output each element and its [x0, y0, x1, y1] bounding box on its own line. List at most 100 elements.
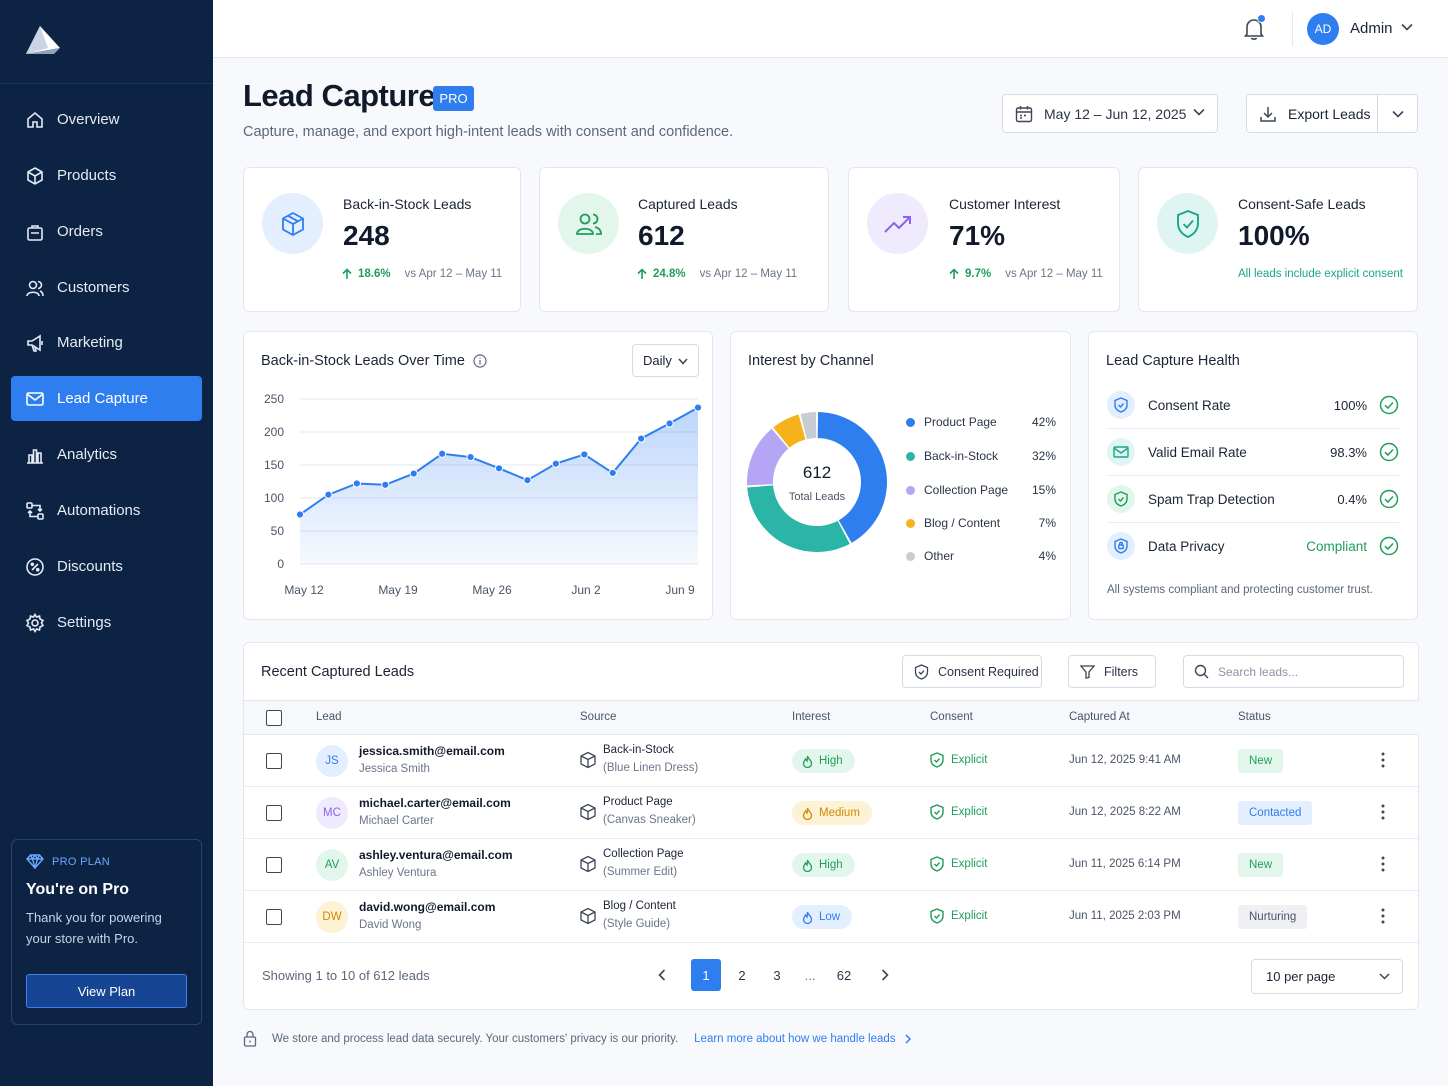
chevron-down-icon [1379, 973, 1390, 980]
page-button[interactable]: 2 [738, 967, 746, 983]
privacy-link[interactable]: Learn more about how we handle leads [694, 1032, 911, 1045]
avatar[interactable]: AD [1307, 13, 1339, 45]
lead-avatar: JS [316, 745, 348, 777]
page-button[interactable]: 3 [773, 967, 781, 983]
select-all-checkbox[interactable] [266, 710, 282, 726]
user-name[interactable]: Admin [1350, 20, 1393, 37]
page-button[interactable]: 62 [836, 967, 852, 983]
sidebar-item-customers[interactable]: Customers [11, 265, 202, 310]
row-checkbox[interactable] [266, 857, 282, 873]
chevron-down-icon [1392, 110, 1404, 118]
donut-chart [747, 412, 887, 553]
data-point [608, 468, 617, 478]
table-row[interactable]: JS jessica.smith@email.com Jessica Smith… [244, 735, 1419, 787]
sidebar-item-automations[interactable]: Automations [11, 488, 202, 533]
export-leads-main[interactable]: Export Leads [1247, 95, 1377, 132]
data-point [295, 510, 305, 519]
table-row[interactable]: MC michael.carter@email.com Michael Cart… [244, 787, 1419, 839]
column-header[interactable]: Lead [316, 711, 342, 723]
table-row[interactable]: AV ashley.ventura@email.com Ashley Ventu… [244, 839, 1419, 891]
chevron-down-icon[interactable] [1401, 23, 1413, 31]
row-checkbox[interactable] [266, 909, 282, 925]
export-options-toggle[interactable] [1377, 95, 1417, 132]
kpi-change-up: 9.7% [948, 268, 991, 280]
privacy-link-label: Learn more about how we handle leads [694, 1032, 896, 1045]
column-header[interactable]: Interest [792, 711, 831, 723]
consent-required-filter[interactable]: Consent Required [902, 655, 1042, 688]
column-header[interactable]: Consent [930, 711, 973, 723]
captured-at: Jun 12, 2025 9:41 AM [1069, 754, 1181, 766]
consent-status: Explicit [930, 856, 987, 872]
data-point [438, 449, 447, 458]
lead-email[interactable]: ashley.ventura@email.com [359, 848, 513, 862]
kpi-note-text: All leads include explicit consent [1238, 268, 1403, 280]
captured-at: Jun 12, 2025 8:22 AM [1069, 806, 1181, 818]
pro-plan-text: Thank you for powering your store with P… [26, 910, 162, 946]
view-plan-button[interactable]: View Plan [26, 974, 187, 1008]
per-page-select[interactable]: 10 per page [1251, 959, 1403, 994]
prev-page-button[interactable] [647, 959, 677, 991]
brand-logo-icon[interactable] [24, 24, 62, 56]
page-button[interactable]: 1 [691, 959, 721, 991]
more-options-icon[interactable] [1380, 855, 1386, 873]
more-options-icon[interactable] [1380, 751, 1386, 769]
sidebar-item-products[interactable]: Products [11, 153, 202, 198]
sidebar-item-settings[interactable]: Settings [11, 600, 202, 645]
kpi-change: 24.8% vs Apr 12 – May 11 [636, 268, 797, 280]
sidebar-item-lead-capture[interactable]: Lead Capture [11, 376, 202, 421]
row-checkbox[interactable] [266, 753, 282, 769]
donut-title: Interest by Channel [748, 353, 874, 369]
health-footer: All systems compliant and protecting cus… [1107, 584, 1373, 596]
sidebar-item-marketing[interactable]: Marketing [11, 320, 202, 365]
interest-label: Low [819, 911, 841, 923]
filters-button[interactable]: Filters [1068, 655, 1156, 688]
legend-label: Collection Page [924, 483, 1009, 497]
sidebar-item-analytics[interactable]: Analytics [11, 432, 202, 477]
sidebar-item-label: Overview [57, 111, 120, 128]
captured-at: Jun 11, 2025 6:14 PM [1069, 858, 1181, 870]
lead-source: Back-in-Stock [603, 744, 674, 756]
kpi-compare: vs Apr 12 – May 11 [404, 268, 503, 280]
period-select[interactable]: Daily [632, 344, 699, 377]
donut-segment [773, 414, 806, 448]
lead-email[interactable]: jessica.smith@email.com [359, 744, 505, 758]
legend-dot [906, 518, 915, 528]
column-header[interactable]: Status [1238, 711, 1271, 723]
lead-email[interactable]: david.wong@email.com [359, 900, 496, 914]
lead-avatar: MC [316, 797, 348, 829]
chevron-down-icon [1193, 108, 1205, 116]
next-page-button[interactable] [870, 959, 900, 991]
lead-name: Ashley Ventura [359, 867, 437, 879]
donut-segment [800, 412, 817, 440]
data-point [665, 419, 674, 428]
legend-dot [906, 417, 915, 427]
bell-icon[interactable] [1243, 17, 1265, 41]
column-header[interactable]: Captured At [1069, 711, 1130, 723]
data-point [324, 490, 333, 499]
more-options-icon[interactable] [1380, 907, 1386, 925]
more-options-icon[interactable] [1380, 803, 1386, 821]
date-range-picker[interactable]: May 12 – Jun 12, 2025 [1002, 94, 1218, 133]
kpi-card-captured: Captured Leads 612 24.8% vs Apr 12 – May… [539, 167, 829, 312]
table-row[interactable]: DW david.wong@email.com David Wong Blog … [244, 891, 1419, 943]
sidebar-item-label: Customers [57, 279, 130, 296]
kpi-change: 18.6% vs Apr 12 – May 11 [341, 268, 502, 280]
lead-name: Jessica Smith [359, 763, 430, 775]
page-subtitle: Capture, manage, and export high-intent … [243, 124, 734, 140]
health-divider [1107, 428, 1399, 429]
sidebar-item-discounts[interactable]: Discounts [11, 544, 202, 589]
info-icon[interactable] [473, 354, 487, 368]
sidebar-item-overview[interactable]: Overview [11, 97, 202, 142]
interest-label: High [819, 755, 843, 767]
kpi-label: Consent-Safe Leads [1238, 196, 1366, 212]
lead-email[interactable]: michael.carter@email.com [359, 796, 511, 810]
pro-badge: PRO [433, 86, 474, 111]
consent-label: Explicit [951, 754, 988, 766]
column-header[interactable]: Source [580, 711, 617, 723]
download-icon [1260, 106, 1276, 122]
sidebar: Overview Products Orders Customers Marke… [0, 0, 213, 1086]
search-input[interactable] [1218, 664, 1388, 679]
row-checkbox[interactable] [266, 805, 282, 821]
sidebar-item-orders[interactable]: Orders [11, 209, 202, 254]
x-tick-label: May 12 [284, 583, 324, 597]
